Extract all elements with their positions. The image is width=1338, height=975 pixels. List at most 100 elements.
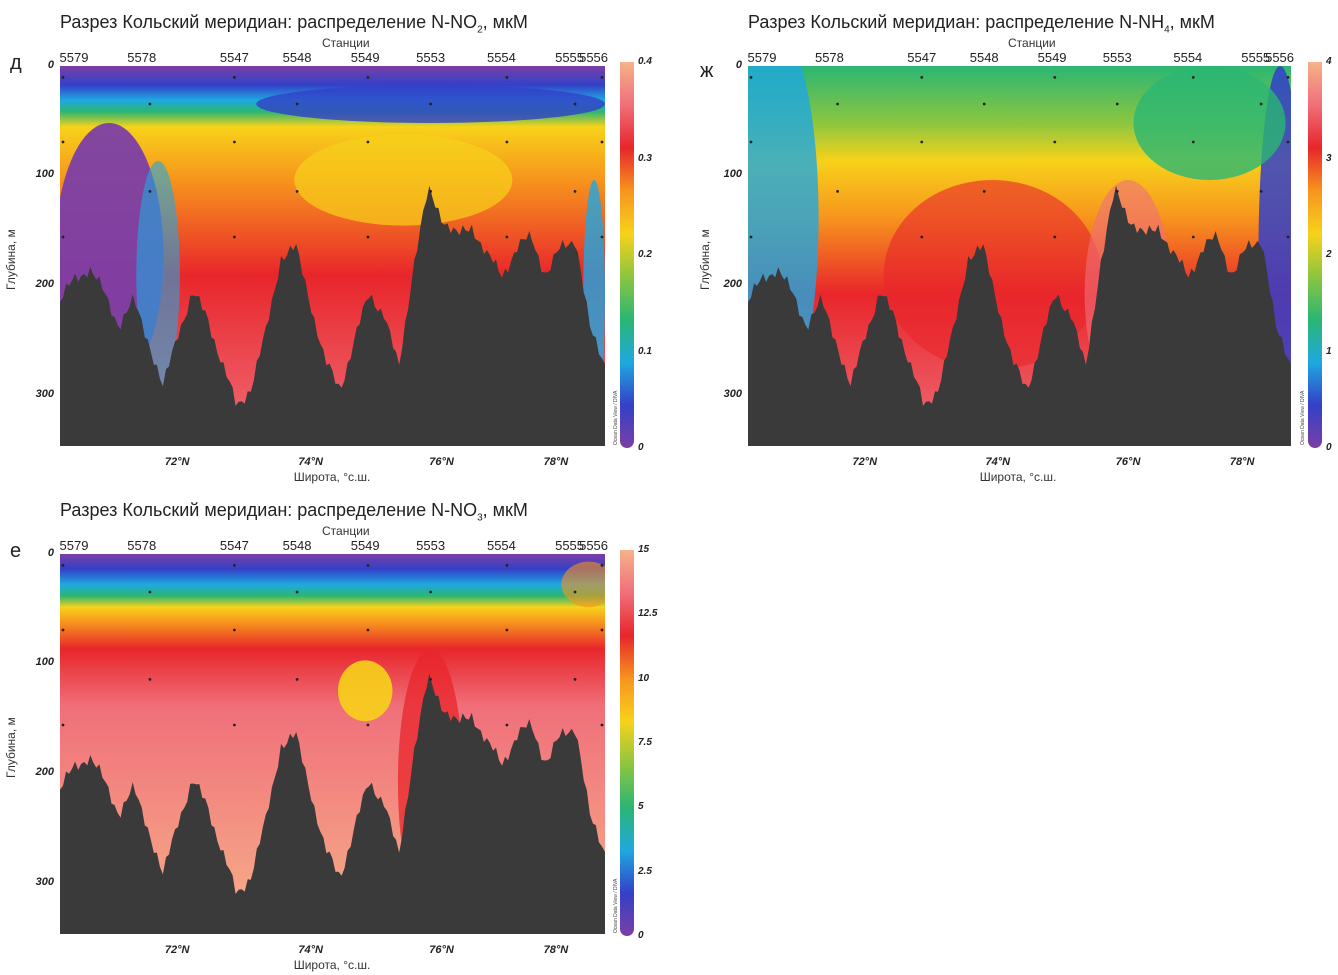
station-label: 5555 — [1241, 50, 1271, 65]
sample-point — [1115, 102, 1119, 106]
station-label: 5554 — [1173, 50, 1203, 65]
colorbar-tick-label: 12.5 — [638, 608, 658, 620]
sample-point — [1191, 140, 1195, 144]
station-label: 5548 — [282, 538, 312, 553]
x-tick-label: 72°N — [164, 944, 190, 956]
sample-point — [982, 190, 986, 193]
panel-zh-watermark: Ocean Data View / DIVA — [1300, 390, 1306, 445]
sample-point — [1053, 76, 1057, 79]
sample-point — [295, 678, 299, 681]
sample-point — [1259, 102, 1263, 106]
sample-point — [1286, 76, 1290, 79]
sample-point — [148, 678, 152, 681]
panel-e-ylabel: Глубина, м — [4, 717, 18, 778]
sample-point — [505, 76, 509, 79]
y-tick-label: 200 — [723, 278, 742, 291]
station-label: 5548 — [969, 50, 999, 65]
panel-zh-xlabel: Широта, °с.ш. — [979, 470, 1057, 484]
station-label: 5578 — [127, 50, 157, 65]
panel-zh: Разрез Кольский меридиан: распределение … — [0, 0, 1338, 487]
sample-point — [505, 723, 509, 727]
sample-point — [233, 628, 236, 632]
y-tick-label: 100 — [723, 168, 742, 181]
station-label: 5555 — [555, 50, 585, 65]
panel-zh-title-unit: , мкМ — [1169, 12, 1215, 32]
x-tick-label: 72°N — [164, 456, 190, 468]
sample-point — [505, 140, 509, 144]
sample-point — [61, 140, 65, 144]
sample-point — [429, 190, 432, 193]
y-tick-label: 200 — [35, 278, 54, 291]
station-label: 5579 — [59, 50, 89, 65]
y-tick-label: 300 — [35, 387, 54, 400]
sample-point — [1286, 235, 1290, 239]
sample-point — [1115, 190, 1119, 193]
panel-zh-title-text: Разрез Кольский меридиан: распределение … — [748, 12, 1165, 32]
colorbar-tick-label: 2 — [1326, 249, 1332, 260]
sample-point — [600, 628, 604, 632]
sample-point — [505, 628, 509, 632]
panel-d-stations-label: Станции — [322, 36, 370, 50]
station-label: 5553 — [1102, 50, 1132, 65]
sample-point — [1191, 235, 1195, 239]
sample-point — [366, 628, 370, 632]
sample-point — [295, 102, 299, 106]
panel-e-title-unit: , мкМ — [482, 500, 528, 520]
sample-point — [429, 590, 432, 594]
x-tick-label: 74°N — [985, 456, 1011, 468]
sample-point — [61, 628, 65, 632]
sample-point — [366, 723, 370, 727]
panel-d-colorbar — [620, 62, 634, 448]
colorbar-tick-label: 0 — [638, 442, 644, 453]
colorbar-tick-label: 0 — [1326, 442, 1332, 453]
sample-point — [749, 140, 753, 144]
sample-point — [920, 235, 924, 239]
sample-point — [233, 76, 236, 79]
sample-point — [429, 678, 432, 681]
sample-point — [295, 590, 299, 594]
panel-e-title-text: Разрез Кольский меридиан: распределение … — [60, 500, 478, 520]
colorbar-tick-label: 3 — [1326, 152, 1332, 164]
field-blob — [337, 660, 393, 722]
y-tick-label: 300 — [723, 387, 742, 400]
y-tick-label: 100 — [35, 168, 54, 181]
sample-point — [366, 140, 370, 144]
sample-point — [505, 564, 509, 567]
station-label: 5547 — [219, 538, 249, 553]
x-tick-label: 74°N — [298, 456, 323, 468]
sample-point — [233, 235, 236, 239]
y-tick-label: 0 — [47, 547, 54, 559]
sample-point — [505, 235, 509, 239]
sample-point — [600, 235, 604, 239]
panel-zh-colorbar — [1308, 62, 1322, 448]
station-label: 5555 — [555, 538, 585, 553]
x-tick-label: 76°N — [429, 456, 454, 468]
panel-e-title-sub: 3 — [477, 512, 483, 524]
x-tick-label: 76°N — [1115, 456, 1141, 468]
station-label: 5554 — [486, 538, 516, 553]
sample-point — [1286, 140, 1290, 144]
panel-zh-stations-label: Станции — [1008, 36, 1056, 50]
colorbar-tick-label: 5 — [638, 801, 644, 813]
sample-point — [295, 190, 299, 193]
y-tick-label: 0 — [735, 59, 742, 71]
station-label: 5547 — [219, 50, 249, 65]
panel-e: Разрез Кольский меридиан: распределение … — [4, 500, 658, 972]
sample-point — [573, 590, 577, 594]
panel-zh-plot — [748, 66, 1291, 446]
sample-point — [573, 102, 577, 106]
panel-d-letter: д — [10, 52, 22, 74]
station-label: 5549 — [350, 50, 380, 65]
sample-point — [148, 190, 152, 193]
x-tick-label: 76°N — [429, 944, 454, 956]
sample-point — [749, 235, 753, 239]
sample-point — [233, 140, 236, 144]
sample-point — [573, 678, 577, 681]
sample-point — [600, 564, 604, 567]
bathymetry — [748, 185, 1291, 446]
sample-point — [429, 102, 432, 106]
station-label: 5554 — [486, 50, 516, 65]
station-label: 5553 — [416, 538, 446, 553]
sample-point — [573, 190, 577, 193]
field-svg — [60, 554, 605, 934]
